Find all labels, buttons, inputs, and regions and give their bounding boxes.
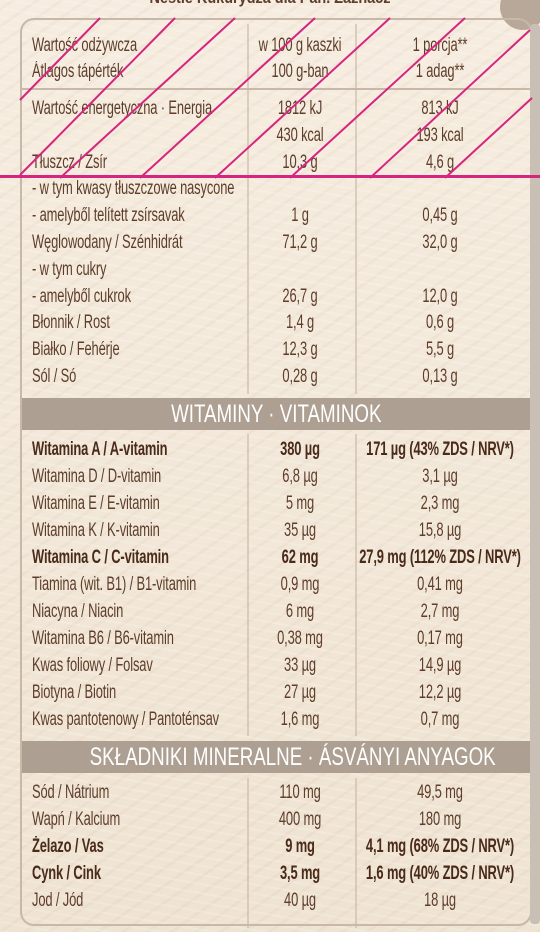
nutrition-row-label: - amelyből cukrok [32, 285, 131, 307]
column-divider-2 [355, 24, 357, 394]
mineral-row-per100g: 40 µg [284, 890, 316, 911]
vitamin-row-per-portion: 27,9 mg (112% ZDS / NRV*) [359, 547, 521, 568]
vitamin-row-per-portion: 12,2 µg [418, 682, 462, 703]
vitamins-header-text: WITAMINY · VITAMINOK [170, 400, 382, 428]
nutrition-row-per-portion: 0,6 g [425, 312, 455, 334]
mineral-row-label: Wapń / Kalcium [32, 809, 121, 830]
vitamin-row-per-portion: 171 µg (43% ZDS / NRV*) [366, 439, 514, 460]
minerals-header: SKŁADNIKI MINERALNE · ÁSVÁNYI ANYAGOK [22, 741, 530, 773]
vitamin-row-per100g: 27 µg [284, 682, 316, 703]
vitamin-row-per100g: 1,6 mg [280, 709, 320, 730]
mineral-row-per100g: 110 mg [279, 782, 321, 803]
mineral-row-label: Cynk / Cink [32, 863, 101, 884]
mineral-row-per100g: 9 mg [285, 836, 315, 857]
vitamin-row-label: Kwas pantotenowy / Pantoténsav [32, 709, 219, 730]
vitamin-row-per100g: 33 µg [284, 655, 316, 676]
nutrition-row-per100g: 1 g [291, 205, 309, 227]
column-divider-6 [355, 778, 357, 928]
nutrition-row-per100g: 1,4 g [285, 312, 315, 334]
column-divider-5 [247, 778, 249, 928]
mineral-row-per-portion: 49,5 mg [417, 782, 463, 803]
vitamin-row-label: Tiamina (wit. B1) / B1-vitamin [32, 574, 197, 595]
mineral-row-label: Jod / Jód [32, 890, 84, 911]
nutrition-row-per100g: 0,28 g [282, 366, 318, 387]
mineral-row-per100g: 400 mg [278, 809, 322, 830]
mineral-row-per-portion: 1,6 mg (40% ZDS / NRV*) [365, 863, 515, 884]
nutrition-row-per100g: 71,2 g [282, 232, 318, 253]
nutrition-row-per100g: 26,7 g [282, 285, 318, 307]
nutrition-row-per100g: 10,3 g [282, 151, 318, 173]
column-divider-3 [247, 434, 249, 736]
nutrition-row-label: - amelyből telített zsírsavak [32, 205, 185, 227]
nutrition-row-per-portion: 12,0 g [422, 285, 458, 307]
vitamin-row-per-portion: 15,8 µg [418, 520, 462, 541]
vitamin-row-per-portion: 0,41 mg [417, 574, 463, 595]
vitamin-row-per-portion: 2,3 mg [420, 493, 460, 514]
header-col3-line1: 1 porcja** [412, 35, 468, 56]
scrollbar[interactable] [530, 24, 540, 924]
annotation-line [0, 175, 540, 178]
nutrition-row-per-portion: 0,45 g [422, 205, 458, 227]
vitamin-row-per-portion: 14,9 µg [418, 655, 462, 676]
nutrition-row-per100g: 1812 kJ [277, 98, 323, 119]
nutrition-row-per-portion: 0,13 g [422, 366, 458, 387]
minerals-header-text: SKŁADNIKI MINERALNE · ÁSVÁNYI ANYAGOK [89, 743, 496, 771]
nutrition-row-label: Tłuszcz / Zsír [32, 151, 107, 173]
vitamin-row-label: Niacyna / Niacin [32, 601, 124, 622]
nutrition-row-per100g: 430 kcal [276, 124, 324, 146]
nutrition-row-per100g: 12,3 g [282, 339, 318, 361]
nutrition-row-label: - w tym cukry [32, 258, 107, 280]
column-divider-1 [247, 24, 249, 394]
mineral-row-per-portion: 180 mg [418, 809, 462, 830]
vitamin-row-label: Witamina A / A-vitamin [32, 439, 168, 460]
cropped-top-title: Nestlé Kukurydza dla Pań. Zaznacz [41, 0, 500, 8]
mineral-row-per100g: 3,5 mg [279, 863, 321, 884]
nutrition-row-label: Węglowodany / Szénhidrát [32, 232, 183, 253]
mineral-row-label: Żelazo / Vas [32, 836, 104, 857]
vitamin-row-label: Witamina C / C-vitamin [32, 547, 169, 568]
vitamin-row-per-portion: 3,1 µg [422, 466, 458, 487]
vitamin-row-per-portion: 0,7 mg [420, 709, 460, 730]
vitamin-row-per-portion: 2,7 mg [420, 601, 460, 622]
vitamin-row-per100g: 35 µg [284, 520, 316, 541]
nutrition-row-per-portion: 4,6 g [425, 151, 455, 173]
vitamin-row-per100g: 5 mg [285, 493, 315, 514]
nutrition-row-per-portion: 193 kcal [416, 124, 464, 146]
vitamin-row-per100g: 380 µg [280, 439, 320, 460]
vitamin-row-per100g: 62 mg [281, 547, 319, 568]
vitamin-row-per100g: 0,38 mg [277, 628, 323, 649]
vitamins-header: WITAMINY · VITAMINOK [22, 398, 530, 430]
mineral-row-per-portion: 4,1 mg (68% ZDS / NRV*) [365, 836, 515, 857]
nutrition-row-label: Białko / Fehérje [32, 339, 120, 361]
column-divider-4 [355, 434, 357, 736]
vitamin-row-per100g: 6,8 µg [282, 466, 318, 487]
nutrition-row-label: - w tym kwasy tłuszczowe nasycone [32, 178, 235, 200]
header-divider [22, 88, 530, 90]
nutrition-row-label: Wartość energetyczna · Energia [32, 98, 212, 119]
header-col2-line2: 100 g-ban [271, 61, 329, 82]
vitamin-row-label: Witamina E / E-vitamin [32, 493, 160, 514]
nutrition-row-per-portion: 32,0 g [422, 232, 458, 253]
vitamin-row-label: Biotyna / Biotin [32, 682, 117, 703]
nutrition-row-per-portion: 5,5 g [425, 339, 455, 361]
header-col1-line1: Wartość odżywcza [32, 35, 138, 56]
nutrition-row-label: Błonnik / Rost [32, 312, 110, 334]
vitamin-row-per100g: 0,9 mg [280, 574, 320, 595]
header-col3-line2: 1 adag** [415, 61, 465, 82]
vitamin-row-per100g: 6 mg [285, 601, 315, 622]
vitamin-row-label: Witamina B6 / B6-vitamin [32, 628, 174, 649]
mineral-row-per-portion: 18 µg [424, 890, 456, 911]
vitamin-row-label: Witamina K / K-vitamin [32, 520, 160, 541]
vitamin-row-label: Witamina D / D-vitamin [32, 466, 162, 487]
vitamin-row-per-portion: 0,17 mg [417, 628, 463, 649]
header-col1-line2: Átlagos tápérték [32, 61, 124, 82]
nutrition-row-label: Sól / Só [32, 366, 77, 387]
mineral-row-label: Sód / Nátrium [32, 782, 110, 803]
vitamin-row-label: Kwas foliowy / Folsav [32, 655, 153, 676]
